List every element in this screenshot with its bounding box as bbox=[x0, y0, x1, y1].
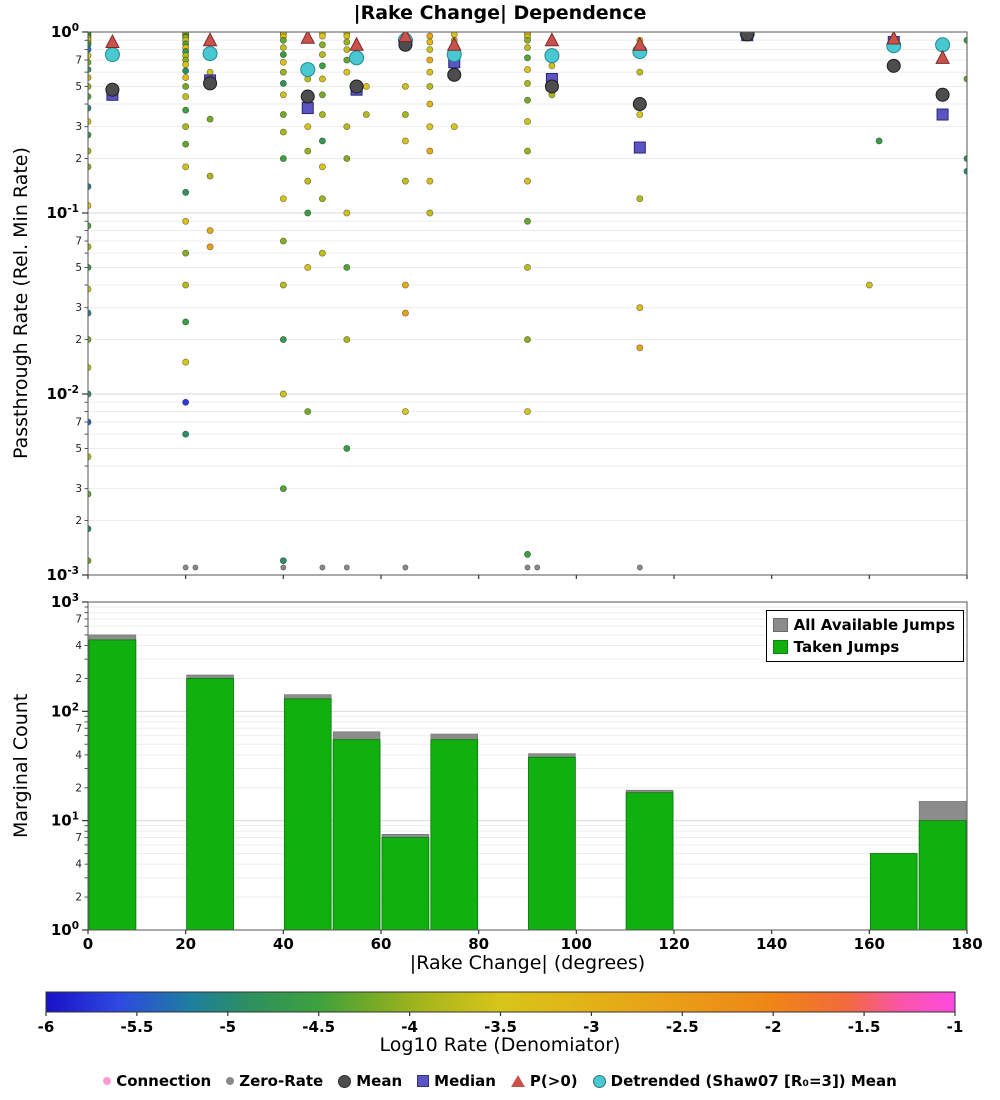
svg-text:160: 160 bbox=[854, 935, 885, 953]
p-gt0-triangle-icon bbox=[510, 1075, 525, 1087]
all-available-swatch-icon bbox=[772, 618, 788, 632]
svg-text:103: 103 bbox=[51, 592, 79, 611]
svg-text:-4.5: -4.5 bbox=[302, 1018, 335, 1036]
median-square-icon bbox=[417, 1075, 430, 1087]
legend-item-zero-rate: Zero-Rate bbox=[226, 1072, 323, 1090]
svg-text:2: 2 bbox=[75, 153, 82, 165]
svg-text:4: 4 bbox=[75, 640, 82, 652]
svg-text:10-1: 10-1 bbox=[46, 203, 79, 222]
svg-text:80: 80 bbox=[468, 935, 489, 953]
svg-text:10-2: 10-2 bbox=[46, 384, 79, 403]
taken-jumps-swatch-icon bbox=[772, 640, 788, 654]
legend-item-median: Median bbox=[417, 1072, 496, 1090]
svg-text:10-3: 10-3 bbox=[46, 565, 79, 584]
median-label: Median bbox=[434, 1072, 496, 1090]
summary-markers bbox=[104, 32, 951, 154]
svg-text:-3.5: -3.5 bbox=[484, 1018, 517, 1036]
svg-text:101: 101 bbox=[51, 811, 79, 830]
svg-text:7: 7 bbox=[75, 236, 82, 248]
bar-chart-legend: All Available Jumps Taken Jumps bbox=[765, 610, 964, 662]
svg-text:7: 7 bbox=[75, 55, 82, 67]
svg-text:100: 100 bbox=[561, 935, 592, 953]
svg-text:-5: -5 bbox=[219, 1018, 236, 1036]
colorbar: -6 -5.5 -5 -4.5 -4 -3.5 -3 -2.5 -2 -1.5 -1 bbox=[38, 991, 964, 1036]
zero-rate-label: Zero-Rate bbox=[239, 1072, 324, 1090]
svg-text:-6: -6 bbox=[38, 1018, 55, 1036]
svg-text:7: 7 bbox=[75, 417, 82, 429]
svg-text:102: 102 bbox=[51, 701, 79, 720]
svg-text:100: 100 bbox=[51, 920, 79, 939]
marker-legend: Connection Zero-Rate Mean Median P(>0) D… bbox=[0, 1072, 1000, 1090]
svg-text:120: 120 bbox=[658, 935, 689, 953]
p-gt0-label: P(>0) bbox=[529, 1072, 578, 1090]
svg-text:3: 3 bbox=[75, 121, 82, 133]
svg-text:2: 2 bbox=[75, 892, 82, 904]
svg-text:7: 7 bbox=[75, 613, 82, 625]
svg-text:-1.5: -1.5 bbox=[848, 1018, 881, 1036]
all-available-label: All Available Jumps bbox=[793, 616, 955, 634]
colorbar-label: Log10 Rate (Denomiator) bbox=[379, 1034, 621, 1056]
scatter-panel: 100 10-1 10-2 10-3 2 3 5 7 2 3 5 7 2 3 5 7 bbox=[46, 22, 968, 584]
svg-text:4: 4 bbox=[75, 859, 82, 871]
svg-text:3: 3 bbox=[75, 483, 82, 495]
legend-item-all-available: All Available Jumps bbox=[772, 614, 955, 636]
svg-text:2: 2 bbox=[75, 334, 82, 346]
svg-text:3: 3 bbox=[75, 302, 82, 314]
zero-rate-dot-icon bbox=[226, 1077, 235, 1085]
bar-panel: 103 102 101 100 2 4 7 2 4 7 2 4 7 0 20 40 60 80 100 120 140 1… bbox=[51, 592, 983, 953]
svg-text:40: 40 bbox=[273, 935, 294, 953]
svg-text:7: 7 bbox=[75, 832, 82, 844]
svg-text:60: 60 bbox=[371, 935, 392, 953]
svg-text:-3: -3 bbox=[583, 1018, 600, 1036]
x-axis-label: |Rake Change| (degrees) bbox=[409, 952, 646, 974]
legend-item-connection: Connection bbox=[103, 1072, 211, 1090]
svg-text:0: 0 bbox=[83, 935, 93, 953]
svg-text:-1: -1 bbox=[947, 1018, 964, 1036]
detrended-label: Detrended (Shaw07 [R₀=3]) Mean bbox=[610, 1072, 897, 1090]
svg-text:5: 5 bbox=[75, 81, 82, 93]
svg-text:-2.5: -2.5 bbox=[666, 1018, 699, 1036]
mean-label: Mean bbox=[356, 1072, 403, 1090]
svg-text:2: 2 bbox=[75, 515, 82, 527]
svg-text:100: 100 bbox=[51, 22, 79, 41]
legend-item-p-gt0: P(>0) bbox=[510, 1072, 578, 1090]
svg-text:-4: -4 bbox=[401, 1018, 418, 1036]
scatter-points bbox=[88, 32, 967, 571]
connection-label: Connection bbox=[116, 1072, 212, 1090]
svg-text:2: 2 bbox=[75, 782, 82, 794]
svg-text:20: 20 bbox=[175, 935, 196, 953]
page-title: |Rake Change| Dependence bbox=[353, 2, 647, 24]
svg-text:2: 2 bbox=[75, 673, 82, 685]
svg-text:-5.5: -5.5 bbox=[120, 1018, 153, 1036]
svg-text:140: 140 bbox=[756, 935, 787, 953]
svg-text:5: 5 bbox=[75, 443, 82, 455]
bars bbox=[88, 634, 967, 931]
connection-dot-icon bbox=[103, 1077, 112, 1085]
svg-text:5: 5 bbox=[75, 262, 82, 274]
svg-text:180: 180 bbox=[951, 935, 982, 953]
svg-text:4: 4 bbox=[75, 749, 82, 761]
legend-item-mean: Mean bbox=[338, 1072, 402, 1090]
legend-item-taken: Taken Jumps bbox=[772, 636, 955, 658]
taken-jumps-label: Taken Jumps bbox=[793, 638, 900, 656]
svg-text:-2: -2 bbox=[765, 1018, 782, 1036]
detrended-circle-icon bbox=[592, 1074, 606, 1088]
mean-circle-icon bbox=[338, 1074, 352, 1088]
legend-item-detrended: Detrended (Shaw07 [R₀=3]) Mean bbox=[592, 1072, 897, 1090]
svg-text:7: 7 bbox=[75, 723, 82, 735]
